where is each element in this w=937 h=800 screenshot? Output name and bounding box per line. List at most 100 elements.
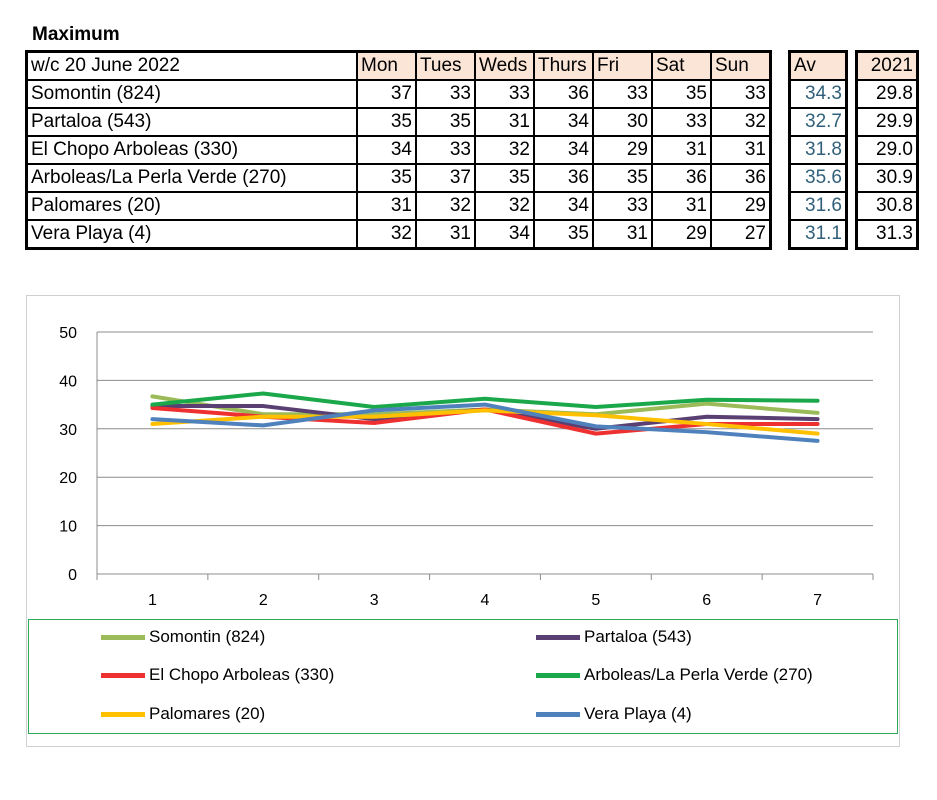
table-cell: 32: [710, 107, 772, 137]
week-label: w/c 20 June 2022: [25, 50, 358, 81]
location-name: Partaloa (543): [25, 107, 358, 137]
table-header-row: w/c 20 June 2022 Mon Tues Weds Thurs Fri…: [25, 50, 772, 81]
line-chart: 0 10 20 30 40 50 1 2 3 4 5 6 7: [26, 295, 900, 747]
page-title: Maximum: [32, 24, 120, 45]
table-cell: 31: [356, 191, 417, 221]
table-cell: 29: [651, 219, 712, 250]
table-cell: 32: [474, 135, 535, 165]
table-cell: 36: [651, 163, 712, 193]
table-row: Vera Playa (4) 32 31 34 35 31 29 27: [25, 219, 772, 250]
legend-label: El Chopo Arboleas (330): [149, 665, 335, 684]
x-tick-label: 2: [259, 592, 268, 609]
legend-item: Partaloa (543): [536, 627, 692, 647]
location-name: Vera Playa (4): [25, 219, 358, 250]
previous-year-cell: 30.8: [855, 191, 919, 221]
chart-plot-area: 0 10 20 30 40 50 1 2 3 4 5 6 7: [59, 325, 874, 609]
location-name: Arboleas/La Perla Verde (270): [25, 163, 358, 193]
day-header: Tues: [415, 50, 476, 81]
average-cell: 31.6: [788, 191, 848, 221]
previous-year-cell: 31.3: [855, 219, 919, 250]
table-cell: 35: [415, 107, 476, 137]
legend-item: El Chopo Arboleas (330): [101, 665, 334, 685]
x-tick-label: 7: [813, 592, 822, 609]
average-cell: 31.8: [788, 135, 848, 165]
table-cell: 36: [710, 163, 772, 193]
previous-year-cell: 29.8: [855, 79, 919, 109]
table-cell: 34: [533, 107, 594, 137]
table-cell: 29: [710, 191, 772, 221]
table-cell: 31: [592, 219, 653, 250]
table-row: Palomares (20) 31 32 32 34 33 31 29: [25, 191, 772, 221]
legend-item: Somontin (824): [101, 627, 265, 647]
table-cell: 32: [356, 219, 417, 250]
location-name: El Chopo Arboleas (330): [25, 135, 358, 165]
legend-item: Vera Playa (4): [536, 704, 692, 724]
y-tick-label: 30: [59, 422, 77, 439]
table-cell: 34: [533, 191, 594, 221]
day-header: Thurs: [533, 50, 594, 81]
table-cell: 30: [592, 107, 653, 137]
y-tick-label: 0: [68, 567, 77, 584]
table-cell: 33: [651, 107, 712, 137]
day-header: Mon: [356, 50, 417, 81]
table-cell: 35: [651, 79, 712, 109]
table-cell: 35: [474, 163, 535, 193]
table-cell: 34: [356, 135, 417, 165]
table-row: Partaloa (543) 35 35 31 34 30 33 32: [25, 107, 772, 137]
y-tick-label: 10: [59, 519, 77, 536]
table-cell: 34: [533, 135, 594, 165]
average-header: Av: [788, 50, 848, 81]
table-cell: 37: [415, 163, 476, 193]
average-cell: 31.1: [788, 219, 848, 250]
previous-year-cell: 30.9: [855, 163, 919, 193]
x-tick-label: 4: [481, 592, 490, 609]
x-tick-label: 1: [148, 592, 157, 609]
previous-year-cell: 29.9: [855, 107, 919, 137]
table-cell: 33: [415, 135, 476, 165]
table-cell: 36: [533, 163, 594, 193]
x-tick-label: 3: [370, 592, 379, 609]
average-cell: 34.3: [788, 79, 848, 109]
table-cell: 35: [356, 107, 417, 137]
day-header: Weds: [474, 50, 535, 81]
legend-swatch: [536, 634, 580, 640]
y-tick-label: 40: [59, 373, 77, 390]
legend-swatch: [101, 711, 145, 717]
table-row: Arboleas/La Perla Verde (270) 35 37 35 3…: [25, 163, 772, 193]
average-cell: 32.7: [788, 107, 848, 137]
table-cell: 31: [415, 219, 476, 250]
table-cell: 31: [710, 135, 772, 165]
legend-swatch: [536, 672, 580, 678]
table-cell: 31: [651, 135, 712, 165]
y-tick-label: 50: [59, 325, 77, 342]
day-header: Sun: [710, 50, 772, 81]
temperature-table: w/c 20 June 2022 Mon Tues Weds Thurs Fri…: [25, 50, 772, 250]
table-cell: 31: [474, 107, 535, 137]
table-cell: 33: [592, 191, 653, 221]
previous-year-cell: 29.0: [855, 135, 919, 165]
previous-year-table: 2021 29.8 29.9 29.0 30.9 30.8 31.3: [855, 50, 919, 250]
table-cell: 27: [710, 219, 772, 250]
table-cell: 33: [710, 79, 772, 109]
legend-swatch: [536, 711, 580, 717]
legend-label: Vera Playa (4): [584, 704, 692, 723]
table-cell: 33: [474, 79, 535, 109]
table-cell: 35: [356, 163, 417, 193]
x-tick-label: 5: [591, 592, 600, 609]
legend-item: Arboleas/La Perla Verde (270): [536, 665, 813, 685]
table-cell: 33: [415, 79, 476, 109]
chart-legend: Somontin (824) Partaloa (543) El Chopo Arb…: [28, 619, 898, 734]
location-name: Somontin (824): [25, 79, 358, 109]
table-cell: 32: [415, 191, 476, 221]
legend-swatch: [101, 672, 145, 678]
legend-label: Arboleas/La Perla Verde (270): [584, 665, 813, 684]
table-cell: 35: [592, 163, 653, 193]
y-tick-label: 20: [59, 470, 77, 487]
table-cell: 37: [356, 79, 417, 109]
table-cell: 34: [474, 219, 535, 250]
average-cell: 35.6: [788, 163, 848, 193]
legend-label: Palomares (20): [149, 704, 266, 723]
legend-item: Palomares (20): [101, 704, 265, 724]
day-header: Sat: [651, 50, 712, 81]
x-tick-label: 6: [702, 592, 711, 609]
